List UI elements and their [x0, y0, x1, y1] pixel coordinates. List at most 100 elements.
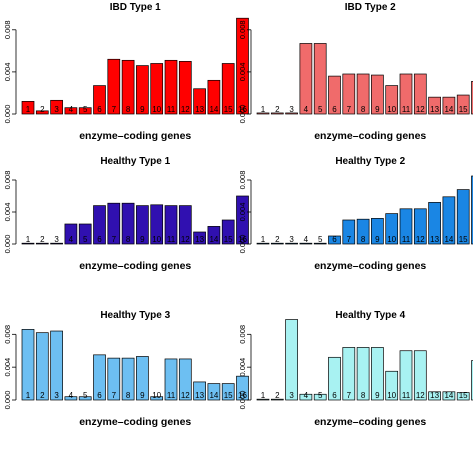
bar-label: 11: [167, 391, 176, 400]
bar: [121, 357, 135, 401]
bar-label: 15: [224, 235, 233, 244]
bar: [107, 357, 121, 401]
bar-label: 8: [361, 105, 366, 114]
bar-label: 8: [126, 105, 131, 114]
bar-label: 13: [195, 391, 204, 400]
bar-label: 13: [430, 235, 439, 244]
bar: [385, 370, 399, 401]
bar-label: 3: [54, 105, 59, 114]
bar-label: 6: [332, 235, 337, 244]
y-tick-label: 0.000: [3, 235, 12, 254]
bar-label: 4: [304, 391, 309, 400]
bar: [178, 358, 192, 401]
bar: [164, 358, 178, 401]
bar-label: 13: [430, 105, 439, 114]
bar-label: 3: [289, 105, 294, 114]
bar: [371, 74, 384, 115]
bar-label: 14: [444, 235, 453, 244]
bar-label: 12: [181, 235, 190, 244]
bar-label: 11: [167, 105, 176, 114]
bar: [371, 347, 384, 401]
bar: [164, 59, 178, 115]
bar: [428, 391, 441, 401]
bar-label: 14: [444, 391, 453, 400]
bar-label: 5: [318, 105, 323, 114]
bar-label: 15: [459, 235, 468, 244]
x-axis-label: enzyme–coding genes: [79, 260, 191, 272]
bar: [121, 59, 135, 115]
bar-label: 7: [112, 235, 117, 244]
bar-label: 15: [224, 391, 233, 400]
bar-label: 10: [387, 391, 396, 400]
bar-label: 1: [26, 105, 31, 114]
bar: [299, 43, 313, 115]
bar: [270, 242, 284, 245]
bar-label: 9: [375, 391, 380, 400]
bar-label: 9: [140, 391, 145, 400]
bar: [385, 85, 399, 115]
bar: [328, 75, 341, 115]
bar: [471, 175, 473, 245]
bar-label: 1: [26, 391, 31, 400]
bar-label: 6: [332, 391, 337, 400]
bar-label: 10: [152, 391, 161, 400]
bar: [342, 73, 356, 115]
y-tick-label: 0.000: [238, 391, 247, 410]
bar-label: 15: [459, 391, 468, 400]
bar: [399, 350, 413, 401]
bar-label: 14: [444, 105, 453, 114]
panel-title: Healthy Type 4: [335, 310, 405, 321]
bar-label: 3: [54, 235, 59, 244]
panel-title: Healthy Type 3: [100, 310, 170, 321]
bar: [399, 73, 413, 115]
bar: [78, 396, 92, 401]
bar-label: 6: [97, 235, 102, 244]
bar-label: 1: [261, 105, 266, 114]
y-tick-label: 0.000: [238, 105, 247, 124]
bar: [399, 208, 413, 245]
bar: [328, 356, 341, 401]
bar-label: 4: [69, 105, 74, 114]
bar-label: 11: [402, 235, 411, 244]
bar: [342, 347, 356, 401]
bar: [150, 63, 164, 115]
bar: [356, 73, 370, 115]
x-axis-label: enzyme–coding genes: [314, 130, 426, 142]
bar: [193, 381, 206, 401]
bar: [413, 350, 427, 401]
bar-label: 1: [26, 235, 31, 244]
bar: [413, 208, 427, 245]
bar: [35, 332, 49, 401]
bar-label: 8: [126, 235, 131, 244]
bar: [64, 107, 78, 115]
bar: [107, 58, 121, 115]
bar-label: 9: [140, 235, 145, 244]
x-axis-label: enzyme–coding genes: [314, 260, 426, 272]
bar: [256, 112, 270, 115]
bar: [456, 189, 470, 245]
bar: [221, 219, 235, 245]
bar-label: 7: [347, 105, 352, 114]
bar-label: 3: [289, 391, 294, 400]
bar: [21, 242, 35, 245]
bar-label: 5: [318, 235, 323, 244]
bar: [299, 242, 313, 245]
bar-label: 3: [54, 391, 59, 400]
bar-label: 2: [275, 235, 280, 244]
x-axis-label: enzyme–coding genes: [79, 416, 191, 428]
bar: [221, 383, 235, 401]
bar-label: 12: [416, 391, 425, 400]
bar: [150, 204, 164, 245]
bar-label: 10: [152, 235, 161, 244]
y-tick-label: 0.004: [3, 63, 12, 82]
bar-label: 8: [361, 391, 366, 400]
bar: [236, 17, 249, 115]
bar-label: 15: [224, 105, 233, 114]
bar: [456, 392, 470, 401]
bar-label: 15: [459, 105, 468, 114]
bar: [178, 61, 192, 115]
bar-label: 5: [83, 391, 88, 400]
bar: [313, 242, 327, 245]
